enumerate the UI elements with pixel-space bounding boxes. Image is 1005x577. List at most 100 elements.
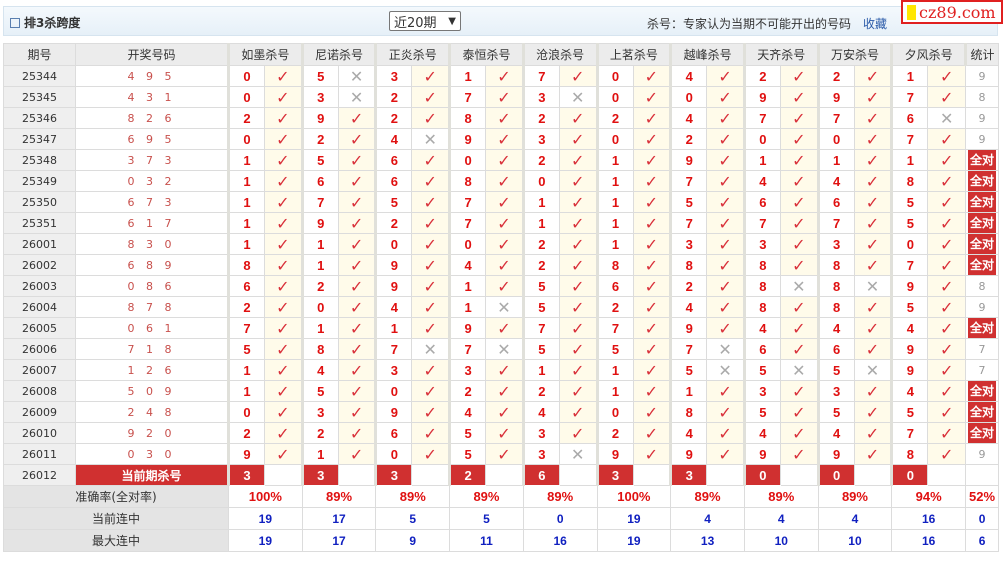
check-icon: ✓ <box>558 422 598 444</box>
stats-value: 4 <box>743 507 819 530</box>
check-icon: ✓ <box>927 65 967 87</box>
check-icon: ✓ <box>632 254 672 276</box>
check-icon: ✓ <box>558 107 598 129</box>
favorite-link[interactable]: 收藏 <box>862 17 887 31</box>
kill-number: 5 <box>521 338 560 360</box>
kill-number: 5 <box>300 149 339 171</box>
kill-number: 0 <box>890 233 929 255</box>
kill-number: 6 <box>374 149 413 171</box>
empty-cell <box>853 464 893 486</box>
kill-number: 0 <box>374 443 413 465</box>
kill-number: 0 <box>227 401 265 423</box>
check-icon: ✓ <box>927 128 967 150</box>
logo-text: cz89.com <box>919 2 996 22</box>
check-icon: ✓ <box>337 401 377 423</box>
kill-number: 8 <box>816 296 855 318</box>
stats-value: 89% <box>301 485 377 508</box>
kill-number: 1 <box>227 380 265 402</box>
col-expert: 如墨杀号 <box>227 43 303 66</box>
kill-number: 9 <box>374 254 413 276</box>
kill-number: 8 <box>816 275 855 297</box>
check-icon: ✓ <box>853 338 893 360</box>
check-icon: ✓ <box>706 296 745 318</box>
kill-number: 8 <box>669 401 708 423</box>
kill-number: 1 <box>227 191 265 213</box>
stats-value: 10 <box>743 529 819 552</box>
kill-number: 1 <box>742 149 781 171</box>
issue-cell: 26009 <box>3 401 76 423</box>
issue-cell: 26002 <box>3 254 76 276</box>
table-row: 25346 8 2 6 2 ✓ 9 ✓ 2 ✓ 8 ✓ 2 ✓ 2 ✓ 4 ✓ 7 ✓ 7 ✓ 6 ✕ 9 <box>3 107 1000 129</box>
stats-value: 19 <box>228 507 303 530</box>
kill-number: 0 <box>227 86 265 108</box>
cross-icon: ✕ <box>485 338 524 360</box>
check-icon: ✓ <box>264 422 303 444</box>
kill-number: 8 <box>742 254 781 276</box>
cross-icon: ✕ <box>706 359 745 381</box>
table-header-row: 期号 开奖号码 如墨杀号 尼诺杀号 正炎杀号 泰恒杀号 沧浪杀号 上茗杀号 越峰杀号 天齐杀号… <box>3 43 1000 66</box>
check-icon: ✓ <box>853 86 893 108</box>
check-icon: ✓ <box>411 170 451 192</box>
kill-number: 3 <box>816 380 855 402</box>
col-expert: 沧浪杀号 <box>521 43 598 66</box>
check-icon: ✓ <box>779 296 819 318</box>
check-icon: ✓ <box>558 191 598 213</box>
kill-number: 7 <box>448 338 487 360</box>
kill-number: 3 <box>521 128 560 150</box>
check-icon: ✓ <box>485 317 524 339</box>
issue-cell: 26011 <box>3 443 76 465</box>
check-icon: ✓ <box>706 65 745 87</box>
table-row: 26004 8 7 8 2 ✓ 0 ✓ 4 ✓ 1 ✕ 5 ✓ 2 ✓ 4 ✓ 8 ✓ 8 ✓ 5 ✓ 9 <box>3 296 1000 318</box>
check-icon: ✓ <box>337 149 377 171</box>
kill-number: 1 <box>300 443 339 465</box>
cross-icon: ✕ <box>779 359 819 381</box>
kill-number: 7 <box>300 191 339 213</box>
kill-number: 1 <box>521 212 560 234</box>
check-icon: ✓ <box>558 401 598 423</box>
check-icon: ✓ <box>927 422 967 444</box>
stats-value: 89% <box>522 485 598 508</box>
check-icon: ✓ <box>411 359 451 381</box>
page-title: 排3杀跨度 <box>10 14 80 31</box>
cross-icon: ✕ <box>558 86 598 108</box>
kill-number: 0 <box>374 380 413 402</box>
check-icon: ✓ <box>558 275 598 297</box>
check-icon: ✓ <box>264 212 303 234</box>
kill-number: 1 <box>300 317 339 339</box>
check-icon: ✓ <box>779 317 819 339</box>
check-icon: ✓ <box>706 275 745 297</box>
all-correct-badge: 全对 <box>968 213 997 233</box>
issue-cell: 25346 <box>3 107 76 129</box>
kill-number: 0 <box>374 233 413 255</box>
draw-number-cell: 4 9 5 <box>75 65 229 87</box>
check-icon: ✓ <box>853 170 893 192</box>
check-icon: ✓ <box>632 296 672 318</box>
check-icon: ✓ <box>337 128 377 150</box>
check-icon: ✓ <box>853 443 893 465</box>
kill-number: 2 <box>669 275 708 297</box>
current-kill-number: 0 <box>890 464 929 486</box>
check-icon: ✓ <box>927 149 967 171</box>
current-kill-label: 当前期杀号 <box>75 464 229 486</box>
kill-number: 2 <box>374 86 413 108</box>
current-kill-number: 0 <box>816 464 855 486</box>
period-select[interactable]: 近20期 ▼ <box>389 11 461 31</box>
kill-number: 5 <box>890 212 929 234</box>
kill-number: 6 <box>742 191 781 213</box>
empty-cell <box>779 464 819 486</box>
kill-number: 3 <box>742 233 781 255</box>
check-icon: ✓ <box>706 443 745 465</box>
draw-number-cell: 0 3 2 <box>75 170 229 192</box>
check-icon: ✓ <box>411 107 451 129</box>
current-kill-number: 2 <box>448 464 487 486</box>
table-row: 25349 0 3 2 1 ✓ 6 ✓ 6 ✓ 8 ✓ 0 ✓ 1 ✓ 7 ✓ 4 ✓ 4 ✓ 8 ✓ 全对 <box>3 170 1000 192</box>
stat-cell: 全对 <box>965 317 1000 339</box>
issue-cell: 26005 <box>3 317 76 339</box>
kill-number: 4 <box>374 296 413 318</box>
check-icon: ✓ <box>411 422 451 444</box>
kill-number: 6 <box>374 170 413 192</box>
kill-number: 5 <box>595 338 634 360</box>
issue-cell: 25349 <box>3 170 76 192</box>
kill-number: 2 <box>300 422 339 444</box>
kill-number: 5 <box>816 359 855 381</box>
